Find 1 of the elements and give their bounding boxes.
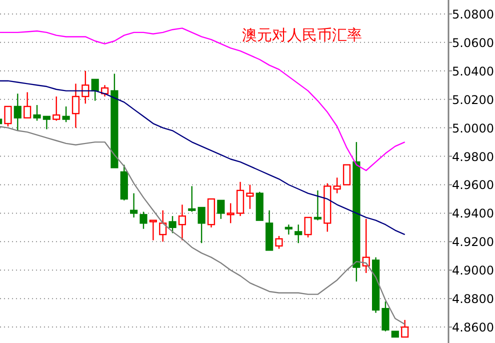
- title: 澳元对人民币汇率: [242, 26, 362, 44]
